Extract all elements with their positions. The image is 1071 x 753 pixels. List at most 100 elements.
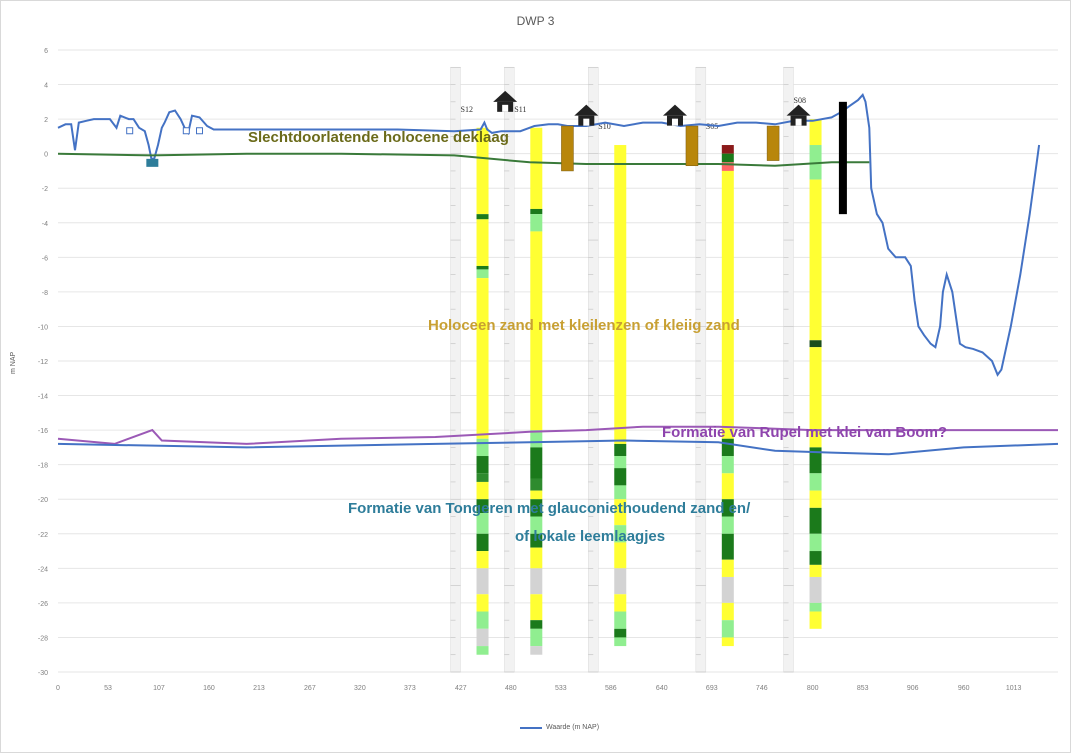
borehole-layer	[476, 611, 489, 629]
x-tick-label: 0	[56, 685, 60, 692]
borehole-layer	[530, 127, 543, 209]
house-icon	[502, 104, 509, 112]
well-marker	[146, 158, 159, 167]
legend-swatch	[520, 726, 542, 729]
borehole-layer	[530, 646, 543, 655]
borehole-layer	[721, 637, 734, 647]
y-tick-label: -8	[42, 290, 48, 297]
borehole-layer	[476, 646, 489, 655]
borehole-layer	[809, 490, 822, 508]
borehole-label: S12	[461, 105, 473, 114]
y-tick-label: -30	[38, 670, 48, 677]
y-tick-label: -10	[38, 324, 48, 331]
borehole-layer	[721, 145, 734, 154]
borehole-layer	[476, 551, 489, 569]
x-tick-label: 107	[153, 685, 165, 692]
chart-title: DWP 3	[516, 14, 555, 28]
borehole-layer	[476, 265, 489, 270]
x-tick-label: 427	[455, 685, 467, 692]
borehole-layer	[721, 576, 734, 603]
borehole-layer	[614, 145, 627, 444]
borehole-layer	[614, 443, 627, 457]
borehole-layer	[476, 594, 489, 612]
y-tick-label: -12	[38, 359, 48, 366]
y-tick-label: -4	[42, 221, 48, 228]
ditch-marker	[196, 127, 204, 135]
borehole-layer	[614, 637, 627, 647]
borehole-layer	[530, 620, 543, 629]
borehole-layer	[614, 485, 627, 500]
borehole-layer	[530, 490, 543, 500]
x-tick-label: 1013	[1006, 685, 1022, 692]
borehole-layer	[809, 602, 822, 612]
borehole-layer	[614, 594, 627, 612]
house-icon	[786, 104, 811, 116]
borehole-layer	[809, 447, 822, 474]
series-line	[57, 425, 1058, 445]
borehole-layer	[476, 533, 489, 552]
x-tick-label: 746	[756, 685, 768, 692]
y-tick-label: -26	[38, 601, 48, 608]
y-tick-label: -28	[38, 635, 48, 642]
borehole-layer	[614, 525, 627, 543]
borehole-layer	[476, 628, 489, 647]
house-icon	[671, 118, 678, 126]
x-tick-label: 640	[656, 685, 668, 692]
borehole-layer	[476, 438, 489, 457]
borehole-layer	[530, 568, 543, 595]
y-tick-label: 4	[44, 83, 48, 90]
y-tick-label: -16	[38, 428, 48, 435]
borehole-layer	[476, 513, 489, 534]
y-tick-label: 6	[44, 48, 48, 55]
borehole-layer	[721, 153, 734, 163]
borehole-layer	[614, 568, 627, 595]
borehole-layer	[476, 214, 489, 220]
borehole-layer	[476, 127, 489, 215]
borehole-layer	[809, 507, 822, 534]
y-tick-label: -20	[38, 497, 48, 504]
borehole-layer	[721, 533, 734, 560]
borehole-ruler	[588, 67, 599, 673]
foundation	[561, 125, 574, 172]
x-tick-label: 480	[505, 685, 517, 692]
borehole-layer	[530, 547, 543, 569]
series-line	[57, 439, 1059, 456]
borehole-layer	[530, 214, 543, 232]
borehole-layer	[809, 551, 822, 565]
y-tick-label: -24	[38, 566, 48, 573]
y-tick-label: 0	[44, 152, 48, 159]
borehole-layer	[721, 559, 734, 577]
x-tick-label: 267	[304, 685, 316, 692]
x-tick-label: 853	[857, 685, 869, 692]
borehole-layer	[614, 611, 627, 629]
borehole-layer	[614, 468, 627, 486]
borehole-layer	[530, 208, 543, 215]
borehole-layer	[614, 628, 627, 638]
ditch-marker	[126, 127, 134, 135]
borehole-layer	[530, 628, 543, 647]
borehole-label: S10	[598, 122, 610, 131]
borehole-layer	[809, 179, 822, 341]
house-icon	[493, 90, 518, 102]
annotation-deklaag: Slechtdoorlatende holocene deklaag	[248, 129, 509, 146]
borehole-layer	[721, 162, 734, 171]
x-tick-label: 53	[104, 685, 112, 692]
borehole-layer	[614, 456, 627, 469]
house-icon	[574, 104, 599, 116]
borehole-layer	[721, 473, 734, 500]
y-tick-label: -6	[42, 255, 48, 262]
borehole-layer	[476, 456, 489, 474]
borehole-layer	[476, 568, 489, 595]
x-tick-label: 960	[958, 685, 970, 692]
series-line	[57, 93, 1041, 377]
borehole-layer	[530, 499, 543, 517]
annotation-rupel: Formatie van Rupel met klei van Boom?	[662, 424, 948, 441]
borehole-layer	[721, 170, 734, 439]
borehole-layer	[721, 620, 734, 638]
y-tick-label: -2	[42, 186, 48, 193]
house-icon	[583, 118, 590, 126]
borehole-label: S05	[706, 122, 718, 131]
borehole-layer	[721, 456, 734, 474]
borehole-ruler	[504, 67, 515, 673]
x-tick-label: 373	[404, 685, 416, 692]
